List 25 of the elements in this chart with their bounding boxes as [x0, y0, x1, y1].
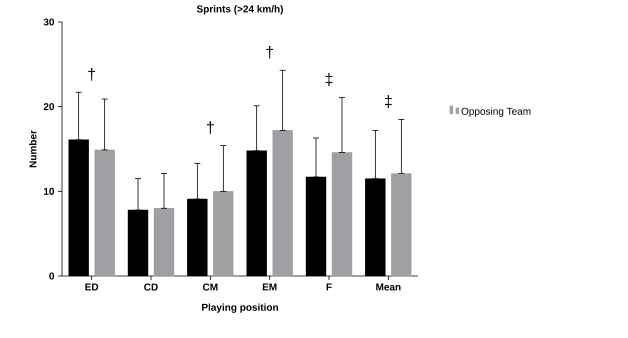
annotation: ‡ [326, 73, 332, 86]
y-axis-title: Number [29, 130, 36, 168]
bar [391, 173, 412, 276]
chart-title: Sprints (>24 km/h) [196, 5, 283, 14]
bar [213, 191, 234, 276]
x-tick-label: F [326, 284, 332, 290]
y-tick-label: 20 [44, 103, 54, 110]
y-tick-label: 0 [49, 272, 54, 280]
bar [272, 130, 293, 276]
bar [94, 150, 115, 276]
annotation: † [206, 121, 214, 134]
y-tick-label: 30 [44, 18, 54, 26]
bar [332, 152, 352, 276]
annotation: † [266, 46, 274, 59]
annotation: ‡ [384, 95, 392, 108]
bar [154, 208, 174, 276]
x-tick-label: CD [144, 284, 158, 291]
x-tick-label: ED [85, 284, 98, 290]
x-tick-label: Mean [376, 284, 400, 291]
x-axis-title: Playing position [202, 303, 278, 313]
legend-label: Opposing Team [462, 107, 530, 117]
x-tick-label: CM [202, 284, 218, 291]
y-tick-label: 10 [44, 188, 54, 195]
x-tick-label: EM [262, 284, 277, 290]
annotation: † [88, 68, 96, 81]
